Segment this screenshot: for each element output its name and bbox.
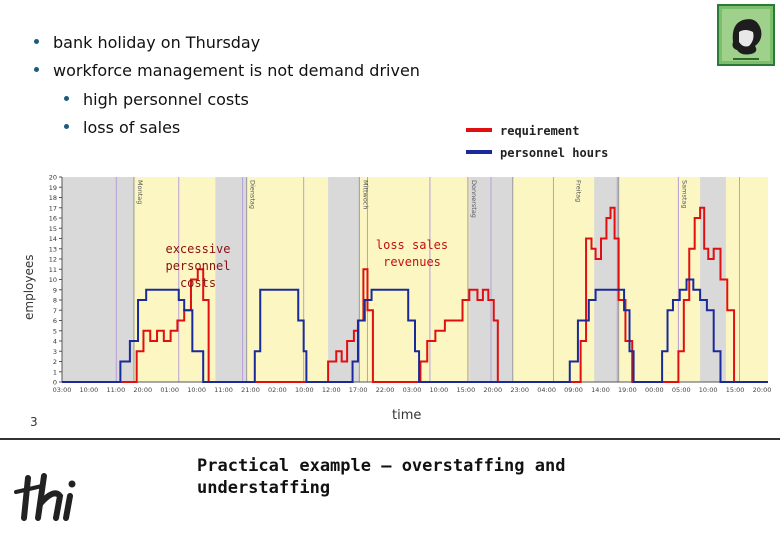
x-tick-label: 10:00 xyxy=(699,386,718,394)
x-tick-label: 03:00 xyxy=(403,386,422,394)
y-tick-label: 0 xyxy=(53,379,57,387)
y-tick-label: 10 xyxy=(49,276,57,284)
y-tick-label: 9 xyxy=(53,286,57,294)
footer-divider xyxy=(0,438,780,440)
bullet-text: workforce management is not demand drive… xyxy=(53,61,420,80)
y-tick-label: 5 xyxy=(53,327,57,335)
personnel-hours-series-line xyxy=(62,278,768,383)
day-label: Montag xyxy=(136,180,144,204)
day-label: Donnerstag xyxy=(470,180,478,218)
y-tick-label: 1 xyxy=(53,368,57,376)
legend-requirement-line xyxy=(466,128,492,132)
x-tick-label: 10:00 xyxy=(295,386,314,394)
page-number: 3 xyxy=(30,415,38,429)
x-tick-label: 20:00 xyxy=(753,386,772,394)
x-tick-label: 10:00 xyxy=(80,386,99,394)
y-tick-label: 15 xyxy=(49,225,57,233)
x-tick-label: 12:00 xyxy=(322,386,341,394)
day-label: Samstag xyxy=(680,180,688,209)
bullet-dot-icon xyxy=(34,67,39,72)
x-tick-label: 00:00 xyxy=(645,386,664,394)
x-tick-label: 15:00 xyxy=(456,386,475,394)
legend-personnel-label: personnel hours xyxy=(500,146,609,160)
annotation-excessive-costs: excessive personnel costs xyxy=(165,242,230,290)
sub-bullet-item: loss of sales xyxy=(64,118,180,137)
x-tick-label: 15:00 xyxy=(726,386,745,394)
opening-hours-band xyxy=(133,177,216,382)
x-axis-label: time xyxy=(392,408,422,423)
opening-hours-band xyxy=(725,177,768,382)
x-tick-label: 10:00 xyxy=(187,386,206,394)
x-tick-label: 14:00 xyxy=(591,386,610,394)
x-tick-label: 01:00 xyxy=(160,386,179,394)
x-tick-label: 21:00 xyxy=(241,386,260,394)
y-tick-label: 17 xyxy=(49,204,57,212)
day-label: Mittwoch xyxy=(361,180,369,210)
bullet-text: high personnel costs xyxy=(83,90,249,109)
legend-personnel-line xyxy=(466,150,492,154)
x-tick-label: 19:00 xyxy=(618,386,637,394)
y-tick-label: 20 xyxy=(49,174,57,182)
slide-title: Practical example – overstaffing and und… xyxy=(197,456,566,498)
x-tick-label: 22:00 xyxy=(376,386,395,394)
x-tick-label: 02:00 xyxy=(268,386,287,394)
requirement-series-line xyxy=(62,206,768,383)
x-tick-label: 04:00 xyxy=(537,386,556,394)
day-label: Dienstag xyxy=(249,180,257,209)
portrait-icon xyxy=(722,9,770,61)
bullet-dot-icon xyxy=(64,124,69,129)
x-tick-label: 23:00 xyxy=(510,386,529,394)
y-tick-label: 8 xyxy=(53,297,57,305)
x-tick-label: 10:00 xyxy=(430,386,449,394)
x-tick-label: 05:00 xyxy=(672,386,691,394)
y-tick-label: 3 xyxy=(53,348,57,356)
legend-requirement-label: requirement xyxy=(500,124,580,138)
portrait-logo xyxy=(717,4,775,66)
bullet-item: bank holiday on Thursday xyxy=(34,33,260,52)
y-tick-label: 14 xyxy=(49,235,57,243)
y-tick-label: 16 xyxy=(49,215,57,223)
x-tick-label: 11:00 xyxy=(106,386,125,394)
sub-bullet-item: high personnel costs xyxy=(64,90,249,109)
x-tick-label: 03:00 xyxy=(53,386,72,394)
y-tick-label: 2 xyxy=(53,358,57,366)
day-label: Freitag xyxy=(575,180,583,202)
x-tick-label: 17:00 xyxy=(349,386,368,394)
bullet-text: loss of sales xyxy=(83,118,181,137)
bullet-item: workforce management is not demand drive… xyxy=(34,61,420,80)
y-tick-label: 19 xyxy=(49,184,57,192)
y-tick-label: 13 xyxy=(49,245,57,253)
x-tick-label: 20:00 xyxy=(133,386,152,394)
x-tick-label: 20:00 xyxy=(483,386,502,394)
bullet-dot-icon xyxy=(34,39,39,44)
x-tick-label: 11:00 xyxy=(214,386,233,394)
y-tick-label: 12 xyxy=(49,256,57,264)
staffing-chart: Montag Dienstag Mittwoch Donnerstag Freitag S… xyxy=(49,174,772,395)
annotation-loss-revenues: loss sales revenues xyxy=(376,238,448,269)
x-tick-label: 09:00 xyxy=(564,386,583,394)
y-tick-label: 18 xyxy=(49,194,57,202)
y-tick-label: 11 xyxy=(49,266,57,274)
y-tick-label: 6 xyxy=(53,317,57,325)
university-logo-icon xyxy=(14,473,76,521)
y-tick-label: 4 xyxy=(53,338,57,346)
bullet-text: bank holiday on Thursday xyxy=(53,33,261,52)
y-axis-label: employees xyxy=(22,254,36,320)
bullet-dot-icon xyxy=(64,96,69,101)
y-tick-label: 7 xyxy=(53,307,57,315)
